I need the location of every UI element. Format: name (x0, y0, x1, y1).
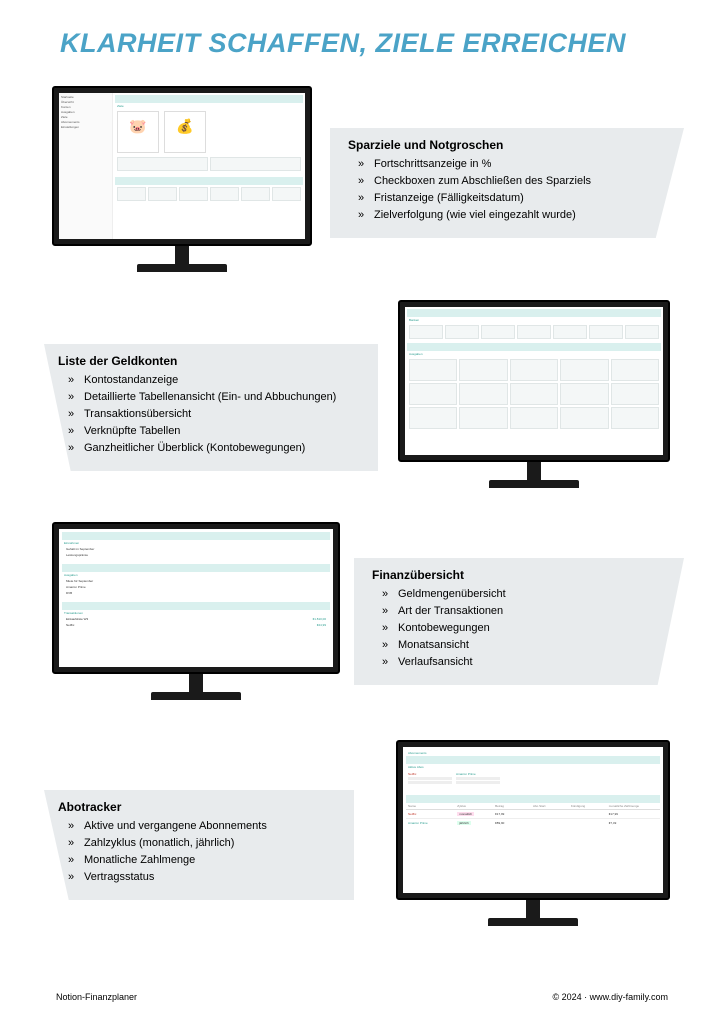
list-item: Detaillierte Tabellenansicht (Ein- und A… (58, 389, 362, 406)
feature-sparziele: Sparziele und Notgroschen Fortschrittsan… (330, 128, 684, 238)
feature-title: Abotracker (58, 800, 338, 814)
list-item: Vertragsstatus (58, 869, 338, 886)
list-item: Transaktionsübersicht (58, 406, 362, 423)
feature-list: Geldmengenübersicht Art der Transaktione… (372, 586, 668, 671)
list-item: Zielverfolgung (wie viel eingezahlt wurd… (348, 207, 668, 224)
feature-list: Kontostandanzeige Detaillierte Tabellena… (58, 372, 362, 457)
list-item: Monatsansicht (372, 637, 668, 654)
feature-title: Liste der Geldkonten (58, 354, 362, 368)
list-item: Fortschrittsanzeige in % (348, 156, 668, 173)
list-item: Verlaufsansicht (372, 654, 668, 671)
monitor-geldkonten: Banken Ausgaben (398, 300, 670, 488)
list-item: Monatliche Zahlmenge (58, 852, 338, 869)
monitor-sparziele: Startseite Übersicht Konten Ausgaben Zie… (52, 86, 312, 272)
feature-title: Finanzübersicht (372, 568, 668, 582)
feature-list: Fortschrittsanzeige in % Checkboxen zum … (348, 156, 668, 224)
list-item: Checkboxen zum Abschließen des Sparziels (348, 173, 668, 190)
feature-list: Aktive und vergangene Abonnements Zahlzy… (58, 818, 338, 886)
feature-finanz: Finanzübersicht Geldmengenübersicht Art … (354, 558, 684, 685)
list-item: Ganzheitlicher Überblick (Kontobewegunge… (58, 440, 362, 457)
monitor-finanz: Einnahmen Gehalt im September Leistungsp… (52, 522, 340, 700)
footer-right: © 2024 · www.diy-family.com (553, 992, 669, 1002)
feature-geldkonten: Liste der Geldkonten Kontostandanzeige D… (44, 344, 378, 471)
page-title: KLARHEIT SCHAFFEN, ZIELE ERREICHEN (60, 28, 626, 59)
monitor-abo: Abonnements Aktive Abos Netflix Amazon P… (396, 740, 670, 926)
list-item: Fristanzeige (Fälligkeitsdatum) (348, 190, 668, 207)
list-item: Art der Transaktionen (372, 603, 668, 620)
list-item: Geldmengenübersicht (372, 586, 668, 603)
list-item: Zahlzyklus (monatlich, jährlich) (58, 835, 338, 852)
list-item: Aktive und vergangene Abonnements (58, 818, 338, 835)
footer-left: Notion-Finanzplaner (56, 992, 137, 1002)
list-item: Verknüpfte Tabellen (58, 423, 362, 440)
list-item: Kontobewegungen (372, 620, 668, 637)
list-item: Kontostandanzeige (58, 372, 362, 389)
feature-title: Sparziele und Notgroschen (348, 138, 668, 152)
feature-abo: Abotracker Aktive und vergangene Abonnem… (44, 790, 354, 900)
